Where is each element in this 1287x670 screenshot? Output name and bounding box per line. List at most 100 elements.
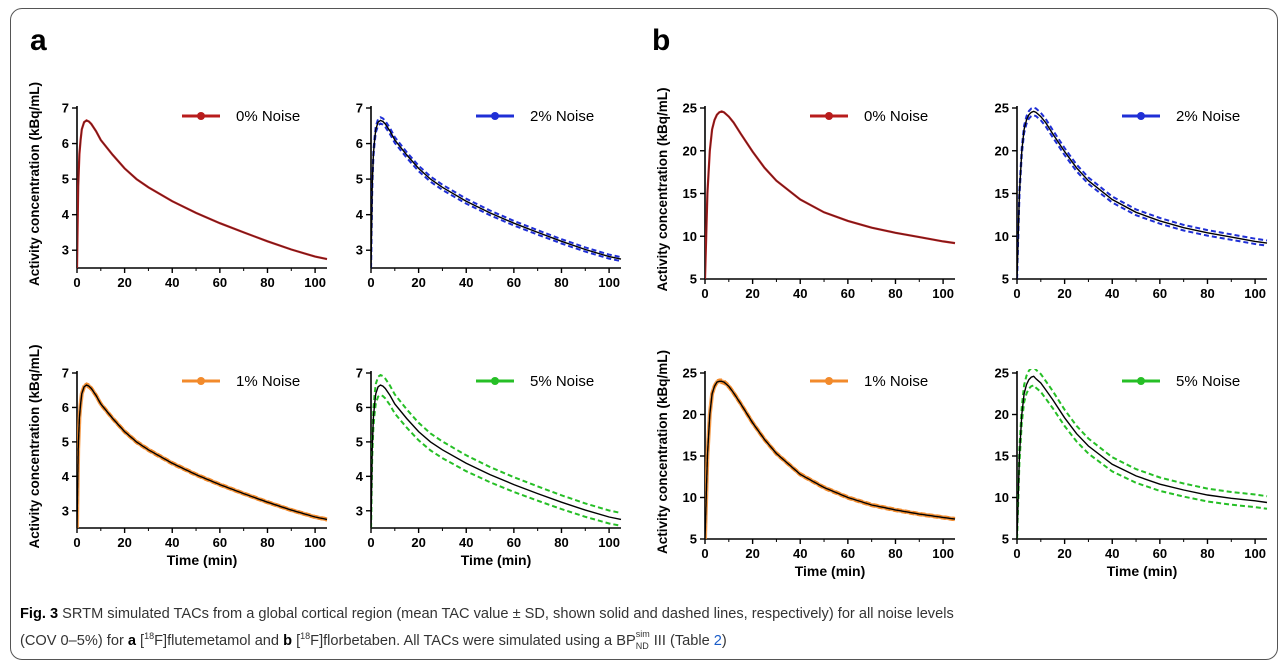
- x-tick-label: 40: [165, 275, 179, 290]
- x-tick-label: 20: [411, 275, 425, 290]
- x-tick-label: 100: [304, 275, 326, 290]
- sd-lower-line: [77, 385, 328, 528]
- plot-lines: [1017, 106, 1268, 279]
- y-tick-label: 10: [995, 229, 1009, 244]
- mean-line-core: [77, 119, 328, 268]
- y-axis-label: Activity concentration (kBq/mL): [27, 82, 42, 286]
- panel-label-a: a: [30, 24, 47, 57]
- plot-lines: [371, 116, 622, 268]
- x-tick-label: 60: [213, 535, 227, 550]
- mean-line: [371, 119, 622, 268]
- y-axis-label: Activity concentration (kBq/mL): [655, 350, 670, 554]
- x-tick-label: 20: [411, 535, 425, 550]
- x-tick-label: 80: [1200, 286, 1214, 301]
- y-tick-label: 7: [356, 366, 363, 381]
- x-tick-label: 20: [117, 535, 131, 550]
- sd-upper-line: [371, 116, 622, 268]
- caption-iso-b-mass: 18: [300, 631, 311, 641]
- x-tick-label: 20: [117, 275, 131, 290]
- y-tick-label: 5: [1002, 532, 1009, 547]
- x-tick-label: 40: [459, 275, 473, 290]
- legend-marker: [825, 377, 833, 385]
- chart-a-2: 3 4 5 6 7 0 20 40 60 80 100 2% Noise: [356, 101, 622, 290]
- y-tick-label: 10: [683, 229, 697, 244]
- mean-line-core: [705, 110, 956, 279]
- x-tick-label: 0: [1013, 286, 1020, 301]
- legend-label: 0% Noise: [236, 108, 300, 125]
- mean-line: [371, 384, 622, 528]
- x-tick-label: 80: [554, 535, 568, 550]
- x-axis-label: Time (min): [1107, 563, 1178, 579]
- x-tick-label: 40: [793, 546, 807, 561]
- sd-band-line: [705, 379, 956, 539]
- caption-iso-a-pre: [: [136, 632, 145, 649]
- y-tick-label: 5: [356, 172, 363, 187]
- legend-marker: [1137, 112, 1145, 120]
- y-tick-label: 6: [62, 400, 69, 415]
- x-tick-label: 100: [932, 286, 954, 301]
- y-tick-label: 10: [683, 490, 697, 505]
- sd-lower-line: [371, 393, 622, 528]
- y-tick-label: 6: [62, 136, 69, 151]
- y-tick-label: 4: [356, 469, 364, 484]
- caption-bp-sub: ND: [635, 641, 649, 651]
- x-tick-label: 80: [260, 275, 274, 290]
- y-tick-label: 20: [683, 407, 697, 422]
- x-tick-label: 20: [745, 546, 759, 561]
- legend-label: 2% Noise: [1176, 108, 1240, 125]
- x-tick-label: 60: [1153, 546, 1167, 561]
- caption-iso-b-pre: [: [292, 632, 301, 649]
- sd-upper-line: [1017, 106, 1268, 279]
- x-tick-label: 0: [73, 535, 80, 550]
- y-tick-label: 15: [995, 186, 1009, 201]
- legend-marker: [491, 377, 499, 385]
- caption-text-2: (COV 0–5%) for: [20, 632, 128, 649]
- sd-lower-line: [371, 122, 622, 268]
- mean-line: [705, 380, 956, 539]
- caption-iso-b-post: F]florbetaben. All TACs were simulated u…: [310, 632, 636, 649]
- x-tick-label: 60: [507, 535, 521, 550]
- y-axis-label: Activity concentration (kBq/mL): [655, 87, 670, 291]
- mean-line: [77, 119, 328, 268]
- caption-bp-scripts: sim ND: [636, 625, 650, 652]
- legend-marker: [197, 112, 205, 120]
- x-tick-label: 80: [554, 275, 568, 290]
- y-tick-label: 6: [356, 136, 363, 151]
- table-link[interactable]: 2: [713, 632, 722, 649]
- y-tick-label: 5: [62, 434, 69, 449]
- x-axis-label: Time (min): [167, 552, 238, 568]
- plot-lines: [705, 110, 956, 279]
- x-tick-label: 40: [459, 535, 473, 550]
- y-tick-label: 25: [995, 366, 1009, 381]
- legend-label: 5% Noise: [1176, 373, 1240, 390]
- chart-a-1: 3 4 5 6 7 0 20 40 60 80 100 Time (min) Activity conc…: [27, 344, 328, 568]
- sd-band-line: [77, 382, 328, 528]
- y-tick-label: 20: [683, 143, 697, 158]
- caption-text-1: SRTM simulated TACs from a global cortic…: [58, 606, 954, 622]
- legend-marker: [825, 112, 833, 120]
- x-tick-label: 80: [888, 286, 902, 301]
- caption-a: a: [127, 632, 136, 649]
- x-tick-label: 100: [598, 275, 620, 290]
- caption-text-end-2: ): [721, 632, 727, 649]
- mean-line: [1017, 375, 1268, 539]
- sd-upper-line: [1017, 369, 1268, 539]
- sd-lower-line: [1017, 114, 1268, 279]
- x-tick-label: 60: [841, 546, 855, 561]
- y-tick-label: 20: [995, 143, 1009, 158]
- y-tick-label: 25: [683, 101, 697, 116]
- legend-label: 0% Noise: [864, 108, 928, 125]
- plot-lines: [705, 378, 956, 539]
- plot-lines: [371, 373, 622, 528]
- x-tick-label: 20: [1057, 286, 1071, 301]
- legend-marker: [197, 377, 205, 385]
- x-tick-label: 0: [73, 275, 80, 290]
- y-tick-label: 5: [62, 172, 69, 187]
- mean-line: [77, 384, 328, 528]
- figure-caption: Fig. 3 SRTM simulated TACs from a global…: [20, 603, 1270, 652]
- x-tick-label: 80: [888, 546, 902, 561]
- x-tick-label: 60: [507, 275, 521, 290]
- x-tick-label: 40: [793, 286, 807, 301]
- sd-upper-line: [371, 373, 622, 528]
- legend-marker: [1137, 377, 1145, 385]
